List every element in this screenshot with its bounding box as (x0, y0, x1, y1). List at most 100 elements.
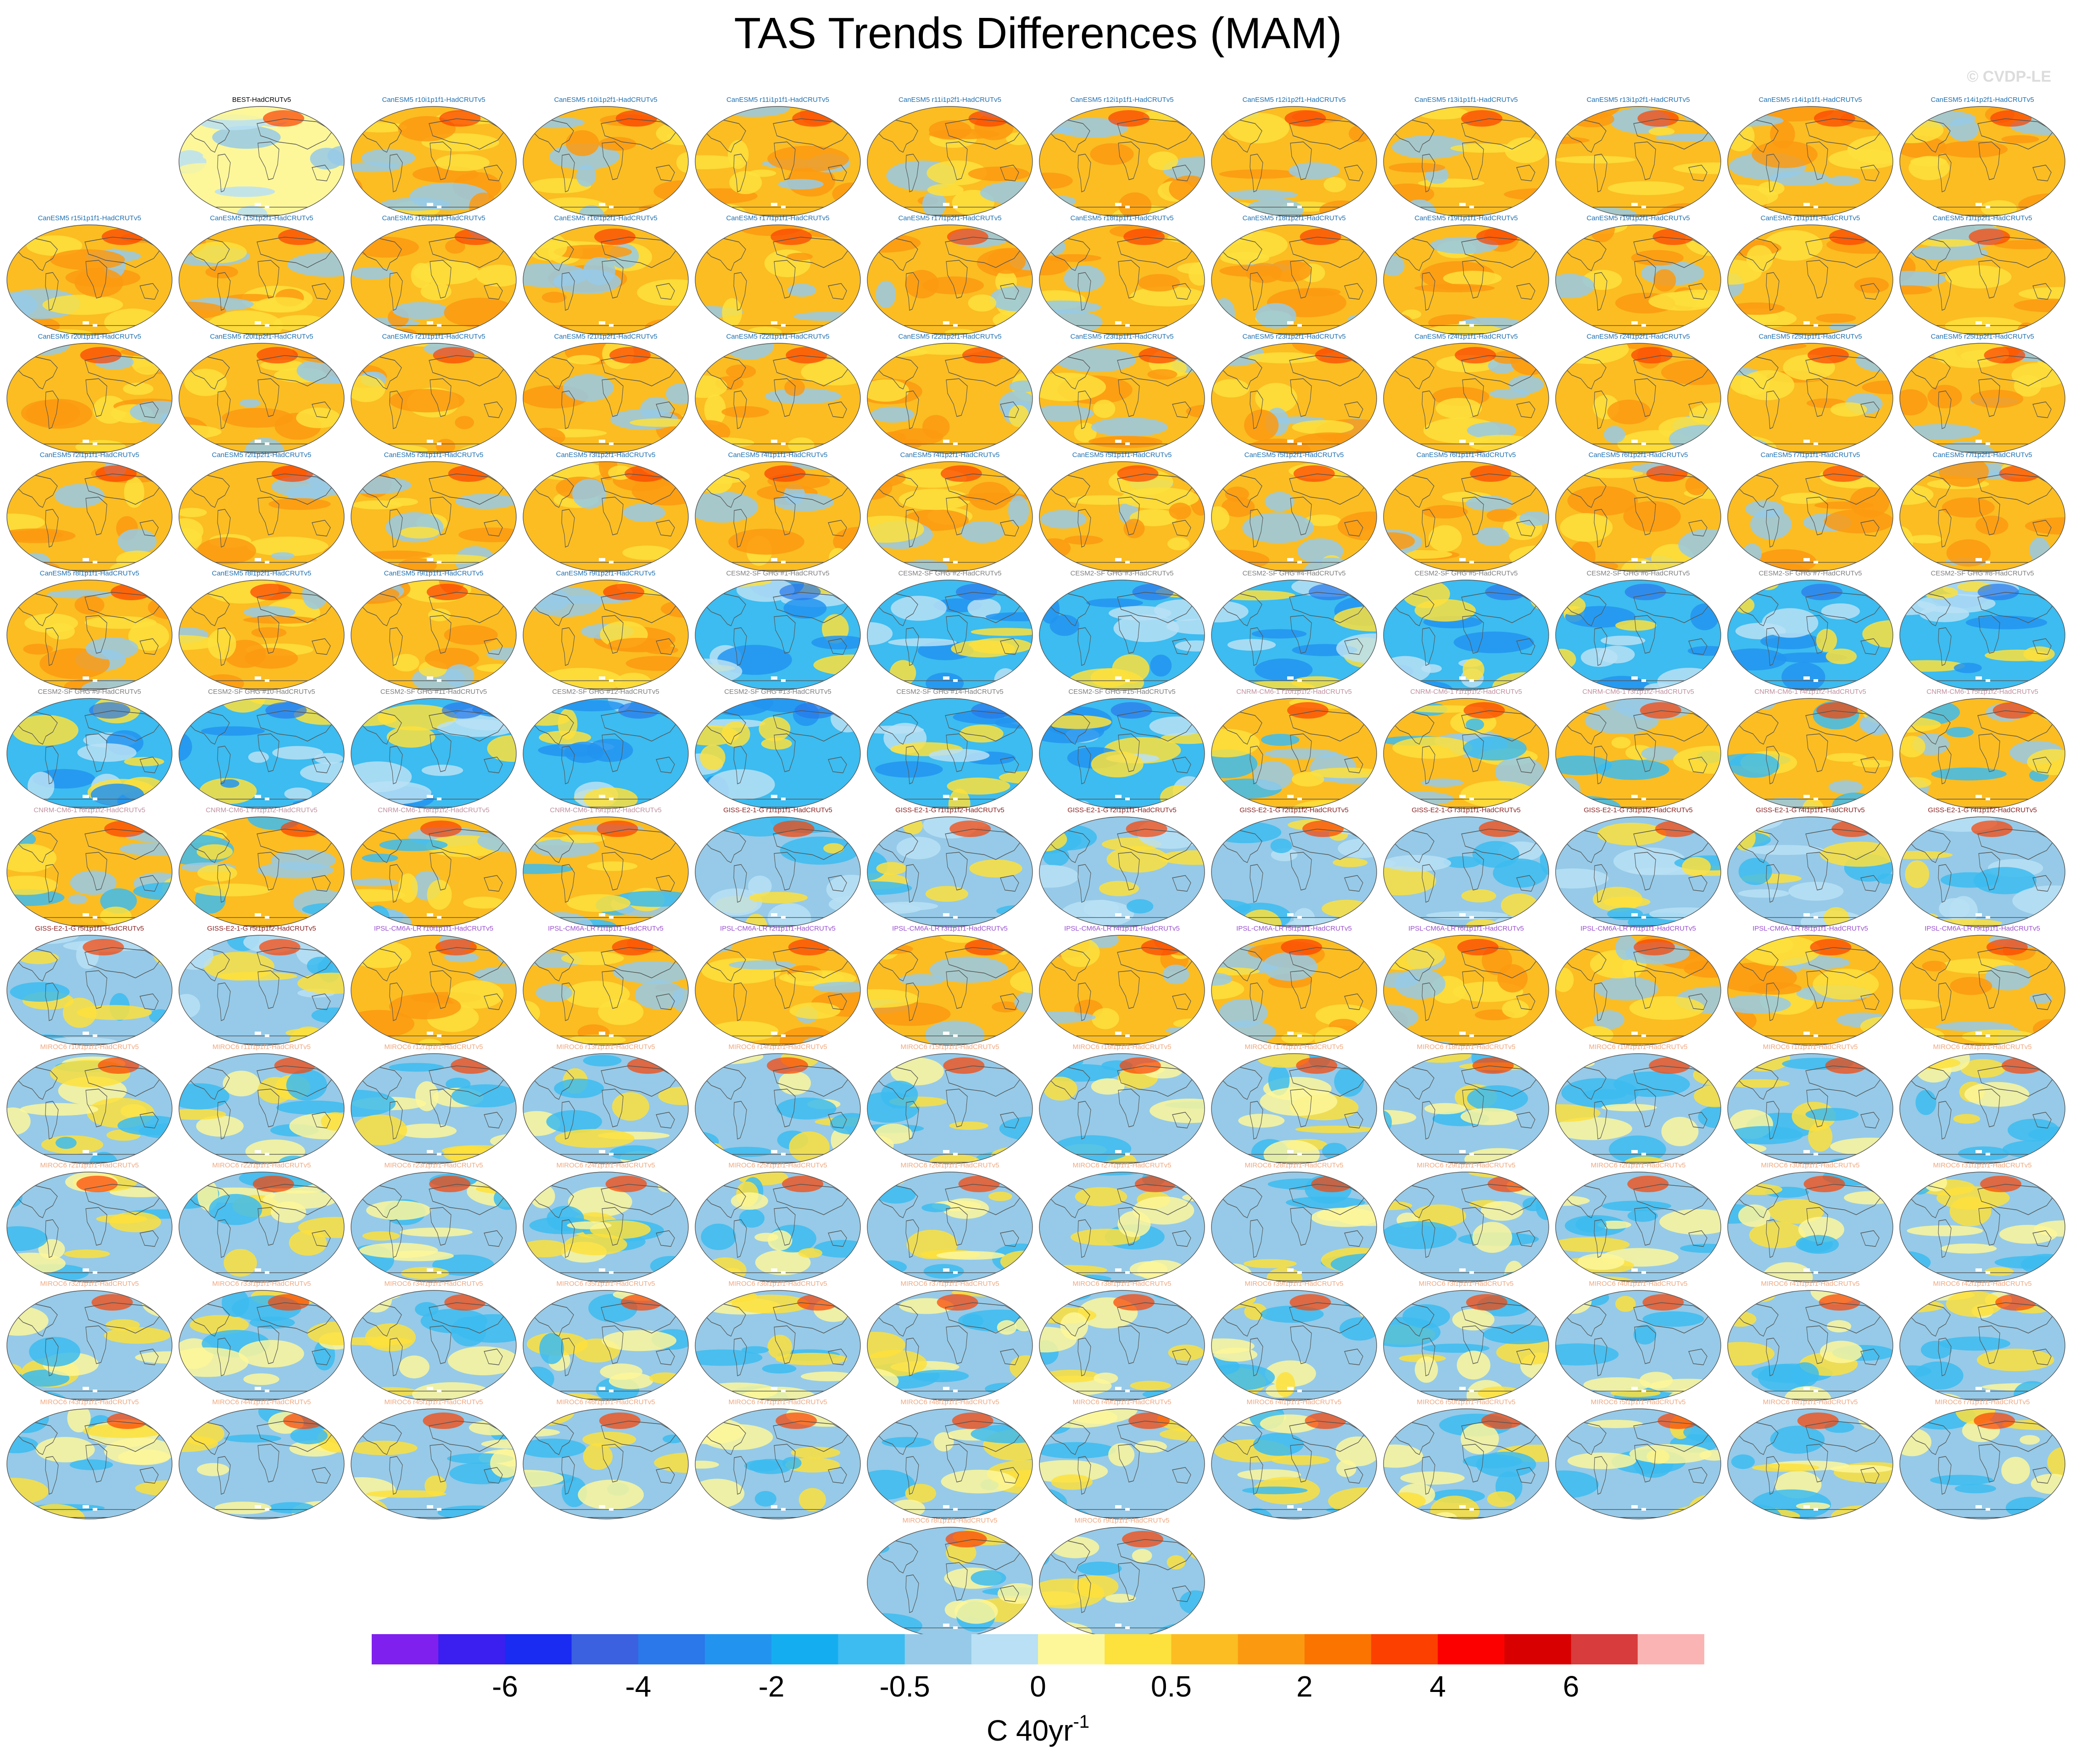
map-panel: MIROC6 r37i1p1f1-HadCRUTv5 (865, 1279, 1035, 1404)
colorbar-tick-label: 4 (1429, 1670, 1446, 1703)
map-panel: MIROC6 r4i1p1f1-HadCRUTv5 (1209, 1398, 1379, 1523)
map-panel-title: MIROC6 r22i1p1f1-HadCRUTv5 (212, 1161, 311, 1169)
map-panel: CanESM5 r13i1p1f1-HadCRUTv5 (1381, 95, 1551, 220)
map-panel-title: CanESM5 r25i1p1f1-HadCRUTv5 (1758, 333, 1862, 341)
map-panel: IPSL-CM6A-LR r10i1p1f1-HadCRUTv5 (349, 924, 519, 1049)
map-panel: CanESM5 r11i1p2f1-HadCRUTv5 (865, 95, 1035, 220)
map-panel-title: CanESM5 r16i1p2f1-HadCRUTv5 (554, 214, 658, 222)
colorbar-tick-label: -4 (625, 1670, 652, 1703)
map-globe (523, 698, 689, 809)
map-globe (6, 935, 173, 1046)
map-panel: MIROC6 r36i1p1f1-HadCRUTv5 (693, 1279, 863, 1404)
map-panel-title: MIROC6 r33i1p1f1-HadCRUTv5 (212, 1280, 311, 1288)
map-panel-title: MIROC6 r15i1p1f1-HadCRUTv5 (900, 1043, 999, 1051)
map-panel-title: CanESM5 r15i1p2f1-HadCRUTv5 (210, 214, 313, 222)
colorbar-tick-label: 6 (1563, 1670, 1579, 1703)
map-globe (867, 106, 1033, 217)
map-panel: CESM2-SF GHG #7-HadCRUTv5 (1725, 569, 1895, 694)
map-panel-title: CESM2-SF GHG #11-HadCRUTv5 (380, 688, 487, 696)
map-globe (1727, 698, 1893, 809)
map-panel-title: MIROC6 r4i1p1f1-HadCRUTv5 (1246, 1398, 1342, 1406)
map-globe (523, 580, 689, 691)
map-panel-title: GISS-E2-1-G r3i1p1f1-HadCRUTv5 (1412, 806, 1521, 814)
map-globe (695, 1053, 861, 1164)
map-panel-title: MIROC6 r2i1p1f1-HadCRUTv5 (1590, 1161, 1686, 1169)
colorbar-tick-label: 0.5 (1150, 1670, 1192, 1703)
map-panel-title: GISS-E2-1-G r5i1p1f2-HadCRUTv5 (207, 925, 316, 932)
colorbar-tick-label: -0.5 (879, 1670, 930, 1703)
map-panel: CanESM5 r10i1p2f1-HadCRUTv5 (521, 95, 691, 220)
map-panel: CanESM5 r18i1p2f1-HadCRUTv5 (1209, 214, 1379, 339)
map-panel-title: MIROC6 r27i1p1f1-HadCRUTv5 (1072, 1161, 1172, 1169)
map-panel-title: MIROC6 r36i1p1f1-HadCRUTv5 (728, 1280, 827, 1288)
map-panel: MIROC6 r48i1p1f1-HadCRUTv5 (865, 1398, 1035, 1523)
map-panel-title: GISS-E2-1-G r5i1p1f1-HadCRUTv5 (35, 925, 144, 932)
map-panel-title: MIROC6 r26i1p1f1-HadCRUTv5 (900, 1161, 999, 1169)
map-panel-title: MIROC6 r49i1p1f1-HadCRUTv5 (1072, 1398, 1172, 1406)
map-globe (1039, 698, 1205, 809)
map-panel-title: CanESM5 r10i1p2f1-HadCRUTv5 (554, 96, 658, 104)
map-globe (351, 461, 517, 572)
map-panel: MIROC6 r29i1p1f1-HadCRUTv5 (1381, 1161, 1551, 1286)
map-panel: CanESM5 r12i1p2f1-HadCRUTv5 (1209, 95, 1379, 220)
map-panel-title: CanESM5 r9i1p1f1-HadCRUTv5 (384, 569, 484, 577)
map-globe (1211, 461, 1377, 572)
map-panel: MIROC6 r33i1p1f1-HadCRUTv5 (177, 1279, 346, 1404)
map-panel-title: MIROC6 r42i1p1f1-HadCRUTv5 (1933, 1280, 2032, 1288)
map-globe (1555, 224, 1721, 335)
map-globe (6, 580, 173, 691)
map-panel-title: CESM2-SF GHG #3-HadCRUTv5 (1070, 569, 1174, 577)
map-panel-title: GISS-E2-1-G r2i1p1f1-HadCRUTv5 (1067, 806, 1177, 814)
map-globe (1555, 106, 1721, 217)
map-globe (1211, 224, 1377, 335)
map-panel: CanESM5 r21i1p1f1-HadCRUTv5 (349, 332, 519, 457)
map-panel-title: CanESM5 r12i1p1f1-HadCRUTv5 (1070, 96, 1174, 104)
map-panel-grid: BEST-HadCRUTv5 CanESM5 r10i1p1f1-HadCRUTv… (5, 95, 2067, 1638)
map-globe (1383, 816, 1549, 927)
map-panel: CanESM5 r2i1p1f1-HadCRUTv5 (5, 451, 174, 575)
map-panel-title: CanESM5 r3i1p1f1-HadCRUTv5 (384, 451, 484, 459)
map-panel-title: CESM2-SF GHG #7-HadCRUTv5 (1758, 569, 1862, 577)
map-globe (1899, 1408, 2065, 1519)
map-panel: CanESM5 r14i1p2f1-HadCRUTv5 (1897, 95, 2067, 220)
map-panel-title: CanESM5 r15i1p1f1-HadCRUTv5 (38, 214, 141, 222)
map-panel-title: CanESM5 r3i1p2f1-HadCRUTv5 (556, 451, 656, 459)
colorbar-swatch (1038, 1634, 1105, 1664)
map-panel: CanESM5 r12i1p1f1-HadCRUTv5 (1037, 95, 1207, 220)
map-panel: CanESM5 r25i1p2f1-HadCRUTv5 (1897, 332, 2067, 457)
map-globe (1727, 580, 1893, 691)
map-panel: IPSL-CM6A-LR r2i1p1f1-HadCRUTv5 (693, 924, 863, 1049)
map-globe (6, 1408, 173, 1519)
map-panel: CanESM5 r22i1p1f1-HadCRUTv5 (693, 332, 863, 457)
map-panel-title: IPSL-CM6A-LR r8i1p1f1-HadCRUTv5 (1752, 925, 1868, 932)
map-panel: MIROC6 r21i1p1f1-HadCRUTv5 (5, 1161, 174, 1286)
map-panel-title: CanESM5 r24i1p1f1-HadCRUTv5 (1414, 333, 1518, 341)
map-panel: CanESM5 r3i1p2f1-HadCRUTv5 (521, 451, 691, 575)
map-globe (179, 1053, 345, 1164)
map-globe (1383, 1290, 1549, 1401)
map-panel: CanESM5 r24i1p1f1-HadCRUTv5 (1381, 332, 1551, 457)
map-panel: MIROC6 r40i1p1f1-HadCRUTv5 (1553, 1279, 1723, 1404)
map-globe (1727, 1053, 1893, 1164)
map-globe (1039, 816, 1205, 927)
map-panel: CESM2-SF GHG #12-HadCRUTv5 (521, 687, 691, 812)
map-panel: CanESM5 r23i1p1f1-HadCRUTv5 (1037, 332, 1207, 457)
map-panel: IPSL-CM6A-LR r8i1p1f1-HadCRUTv5 (1725, 924, 1895, 1049)
map-globe (351, 1053, 517, 1164)
map-panel-title: CanESM5 r19i1p1f1-HadCRUTv5 (1414, 214, 1518, 222)
map-globe (1039, 1408, 1205, 1519)
map-panel: CanESM5 r7i1p2f1-HadCRUTv5 (1897, 451, 2067, 575)
map-panel-title: CanESM5 r21i1p2f1-HadCRUTv5 (554, 333, 658, 341)
map-panel: CanESM5 r3i1p1f1-HadCRUTv5 (349, 451, 519, 575)
map-panel-title: CESM2-SF GHG #10-HadCRUTv5 (208, 688, 315, 696)
map-panel: CanESM5 r9i1p2f1-HadCRUTv5 (521, 569, 691, 694)
map-globe (695, 580, 861, 691)
map-panel: IPSL-CM6A-LR r7i1p1f1-HadCRUTv5 (1553, 924, 1723, 1049)
map-panel: CESM2-SF GHG #11-HadCRUTv5 (349, 687, 519, 812)
map-panel-title: CESM2-SF GHG #9-HadCRUTv5 (38, 688, 141, 696)
map-panel: CanESM5 r8i1p2f1-HadCRUTv5 (177, 569, 346, 694)
colorbar-swatch (638, 1634, 705, 1664)
map-panel-title: MIROC6 r6i1p1f1-HadCRUTv5 (1763, 1398, 1858, 1406)
colorbar-tick-label: 0 (1030, 1670, 1046, 1703)
map-panel: MIROC6 r27i1p1f1-HadCRUTv5 (1037, 1161, 1207, 1286)
